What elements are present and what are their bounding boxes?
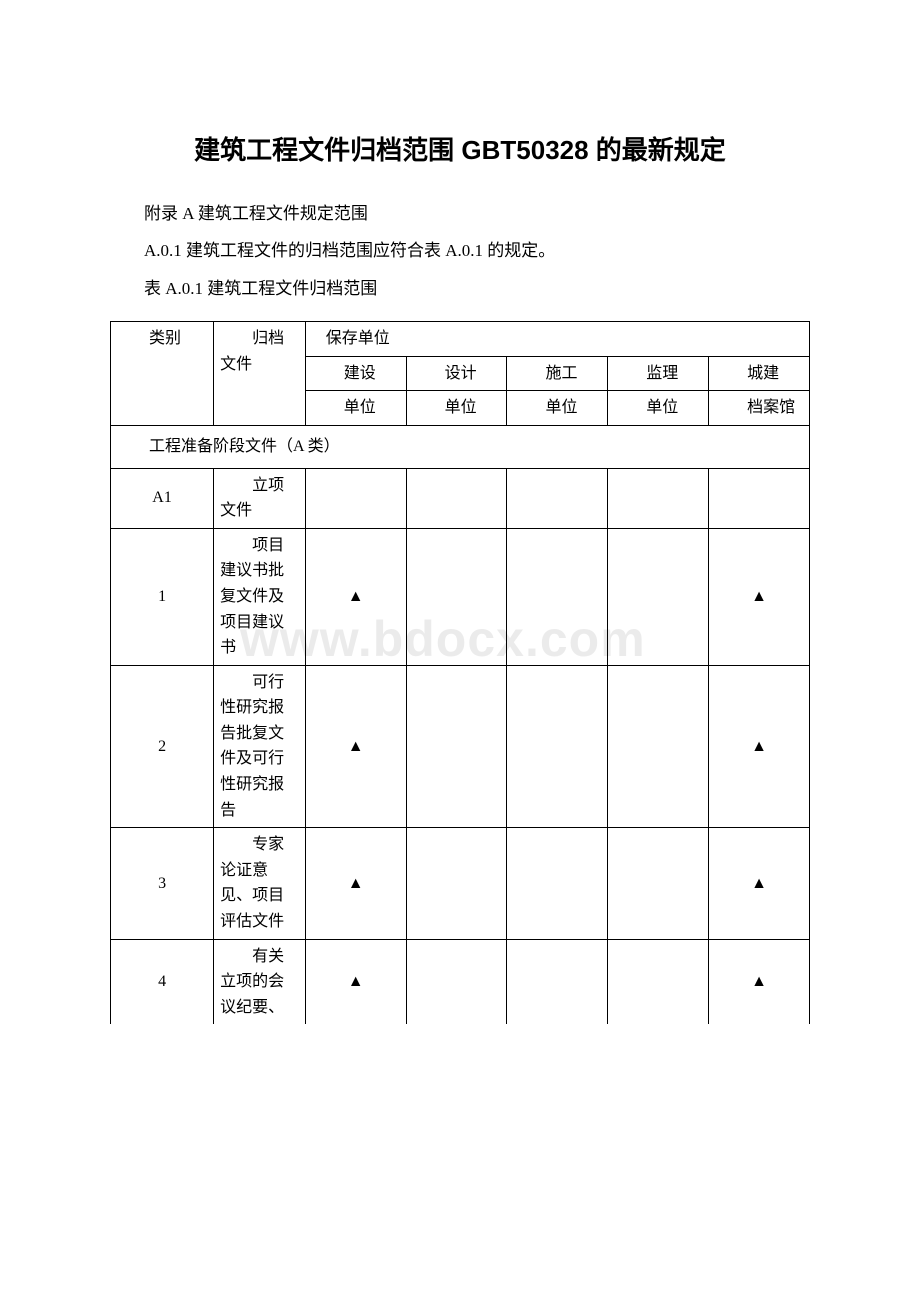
table-row: A1 立项文件 bbox=[111, 468, 810, 528]
header-col4b-text: 单位 bbox=[614, 395, 702, 421]
row-c4 bbox=[608, 468, 709, 528]
row-c3 bbox=[507, 528, 608, 665]
paragraph-table-caption: 表 A.0.1 建筑工程文件归档范围 bbox=[110, 270, 810, 307]
row-id: 3 bbox=[111, 828, 214, 939]
table-header-row-1: 类别 归档文件 保存单位 bbox=[111, 322, 810, 357]
header-category: 类别 bbox=[111, 322, 214, 426]
row-id: A1 bbox=[111, 468, 214, 528]
row-c2 bbox=[406, 528, 507, 665]
header-col5a-text: 城建 bbox=[715, 361, 803, 387]
row-c3 bbox=[507, 468, 608, 528]
row-file-text: 项目建议书批复文件及项目建议书 bbox=[220, 533, 299, 661]
header-category-text: 类别 bbox=[117, 326, 207, 352]
section-title-cell: 工程准备阶段文件（A 类） bbox=[111, 425, 810, 468]
row-file-text: 专家论证意见、项目评估文件 bbox=[220, 832, 299, 934]
row-c1 bbox=[305, 468, 406, 528]
row-c5: ▲ bbox=[709, 528, 810, 665]
row-file: 专家论证意见、项目评估文件 bbox=[214, 828, 306, 939]
header-col5b-text: 档案馆 bbox=[715, 395, 803, 421]
row-file: 立项文件 bbox=[214, 468, 306, 528]
table-row: 2 可行性研究报告批复文件及可行性研究报告 ▲ ▲ bbox=[111, 665, 810, 828]
row-c4 bbox=[608, 828, 709, 939]
header-storage-group: 保存单位 bbox=[305, 322, 809, 357]
header-col1b: 单位 bbox=[305, 391, 406, 426]
header-col3a-text: 施工 bbox=[513, 361, 601, 387]
header-col2b-text: 单位 bbox=[413, 395, 501, 421]
row-c1: ▲ bbox=[305, 939, 406, 1024]
row-file-text: 有关立项的会议纪要、 bbox=[220, 944, 299, 1021]
document-content: 建筑工程文件归档范围 GBT50328 的最新规定 附录 A 建筑工程文件规定范… bbox=[110, 130, 810, 1024]
header-col3b-text: 单位 bbox=[513, 395, 601, 421]
header-col2a: 设计 bbox=[406, 356, 507, 391]
table-row: 4 有关立项的会议纪要、 ▲ ▲ bbox=[111, 939, 810, 1024]
table-row: 3 专家论证意见、项目评估文件 ▲ ▲ bbox=[111, 828, 810, 939]
row-c3 bbox=[507, 939, 608, 1024]
header-col4b: 单位 bbox=[608, 391, 709, 426]
row-c2 bbox=[406, 665, 507, 828]
row-id: 4 bbox=[111, 939, 214, 1024]
row-c2 bbox=[406, 828, 507, 939]
header-col4a: 监理 bbox=[608, 356, 709, 391]
row-c4 bbox=[608, 939, 709, 1024]
row-id: 1 bbox=[111, 528, 214, 665]
row-file: 有关立项的会议纪要、 bbox=[214, 939, 306, 1024]
row-c5: ▲ bbox=[709, 939, 810, 1024]
header-col2b: 单位 bbox=[406, 391, 507, 426]
header-col1a: 建设 bbox=[305, 356, 406, 391]
header-col2a-text: 设计 bbox=[413, 361, 501, 387]
row-file-text: 可行性研究报告批复文件及可行性研究报告 bbox=[220, 670, 299, 824]
header-col3b: 单位 bbox=[507, 391, 608, 426]
header-file: 归档文件 bbox=[214, 322, 306, 426]
row-c2 bbox=[406, 468, 507, 528]
row-c4 bbox=[608, 528, 709, 665]
header-col5b: 档案馆 bbox=[709, 391, 810, 426]
paragraph-clause: A.0.1 建筑工程文件的归档范围应符合表 A.0.1 的规定。 bbox=[110, 232, 810, 269]
archive-table: 类别 归档文件 保存单位 建设 设计 施工 监理 城建 单位 单位 单位 单位 … bbox=[110, 321, 810, 1024]
row-c5 bbox=[709, 468, 810, 528]
row-c3 bbox=[507, 665, 608, 828]
paragraph-appendix: 附录 A 建筑工程文件规定范围 bbox=[110, 195, 810, 232]
header-col3a: 施工 bbox=[507, 356, 608, 391]
row-c2 bbox=[406, 939, 507, 1024]
row-file: 可行性研究报告批复文件及可行性研究报告 bbox=[214, 665, 306, 828]
row-c4 bbox=[608, 665, 709, 828]
section-title-text: 工程准备阶段文件（A 类） bbox=[117, 434, 803, 460]
archive-table-container: 类别 归档文件 保存单位 建设 设计 施工 监理 城建 单位 单位 单位 单位 … bbox=[110, 321, 810, 1024]
row-c1: ▲ bbox=[305, 528, 406, 665]
document-title: 建筑工程文件归档范围 GBT50328 的最新规定 bbox=[110, 130, 810, 167]
row-c1: ▲ bbox=[305, 665, 406, 828]
header-col5a: 城建 bbox=[709, 356, 810, 391]
row-file-text: 立项文件 bbox=[220, 473, 299, 524]
row-c5: ▲ bbox=[709, 828, 810, 939]
row-c1: ▲ bbox=[305, 828, 406, 939]
row-c5: ▲ bbox=[709, 665, 810, 828]
header-col1a-text: 建设 bbox=[312, 361, 400, 387]
header-file-text: 归档文件 bbox=[220, 326, 299, 377]
table-row: 1 项目建议书批复文件及项目建议书 ▲ ▲ bbox=[111, 528, 810, 665]
row-id: 2 bbox=[111, 665, 214, 828]
table-section-row: 工程准备阶段文件（A 类） bbox=[111, 425, 810, 468]
row-file: 项目建议书批复文件及项目建议书 bbox=[214, 528, 306, 665]
row-c3 bbox=[507, 828, 608, 939]
header-col4a-text: 监理 bbox=[614, 361, 702, 387]
header-col1b-text: 单位 bbox=[312, 395, 400, 421]
